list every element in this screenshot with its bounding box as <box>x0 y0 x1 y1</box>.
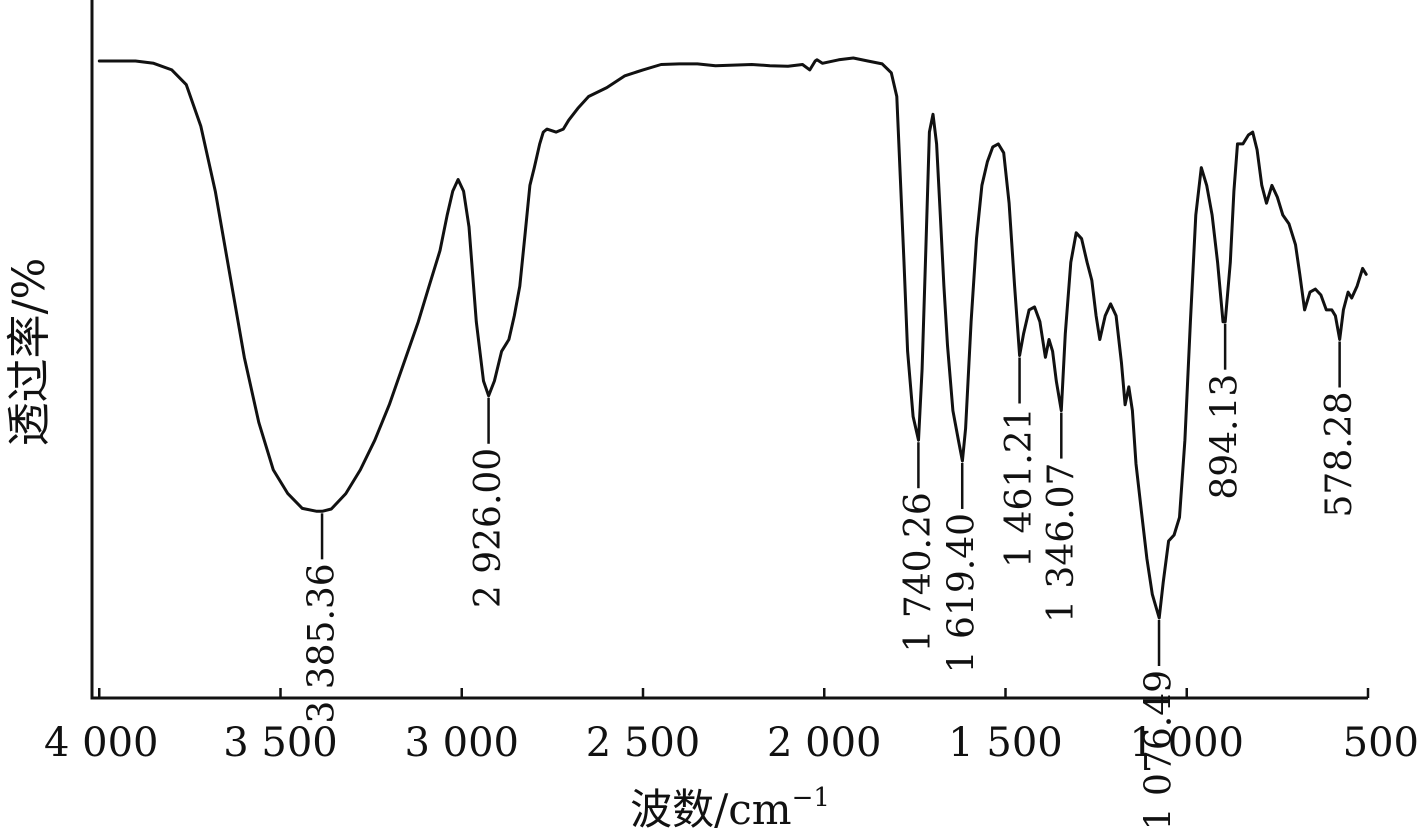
y-axis-label: 透过率/% <box>4 258 55 447</box>
peak-label: 1 461.21 <box>999 408 1040 568</box>
x-tick-label: 2 000 <box>767 720 882 766</box>
spectrum-line <box>97 56 1368 620</box>
peak-label: 1 740.26 <box>898 492 939 652</box>
peak-label: 1 619.40 <box>942 513 983 673</box>
peak-label: 2 926.00 <box>468 448 509 608</box>
x-tick-label: 1 000 <box>1129 720 1244 766</box>
axes <box>90 0 1368 700</box>
x-tick-label: 500 <box>1343 720 1419 766</box>
x-tick-label: 4 000 <box>44 720 159 766</box>
peak-annotations: 3 385.36 2 926.00 1 740.26 1 619.40 1 461.21… <box>302 323 1360 830</box>
peak-label: 1 076.49 <box>1139 670 1180 830</box>
x-tick-label: 1 500 <box>948 720 1063 766</box>
x-tick-label: 3 500 <box>223 720 338 766</box>
x-axis-ticks: 4 000 3 500 3 000 2 500 2 000 1 500 1 000 500 <box>44 688 1419 766</box>
peak-label: 1 346.07 <box>1041 463 1082 623</box>
x-tick-label: 3 000 <box>404 720 519 766</box>
x-axis-label: 波数/cm−1 <box>630 783 830 832</box>
peak-label: 578.28 <box>1319 392 1360 518</box>
x-axis-label-text: 波数/cm <box>630 785 792 832</box>
peak-label: 894.13 <box>1205 374 1246 500</box>
x-tick-label: 2 500 <box>586 720 701 766</box>
peak-label: 3 385.36 <box>302 563 343 723</box>
series-layer <box>97 56 1368 620</box>
x-axis-label-superscript: −1 <box>792 783 830 813</box>
